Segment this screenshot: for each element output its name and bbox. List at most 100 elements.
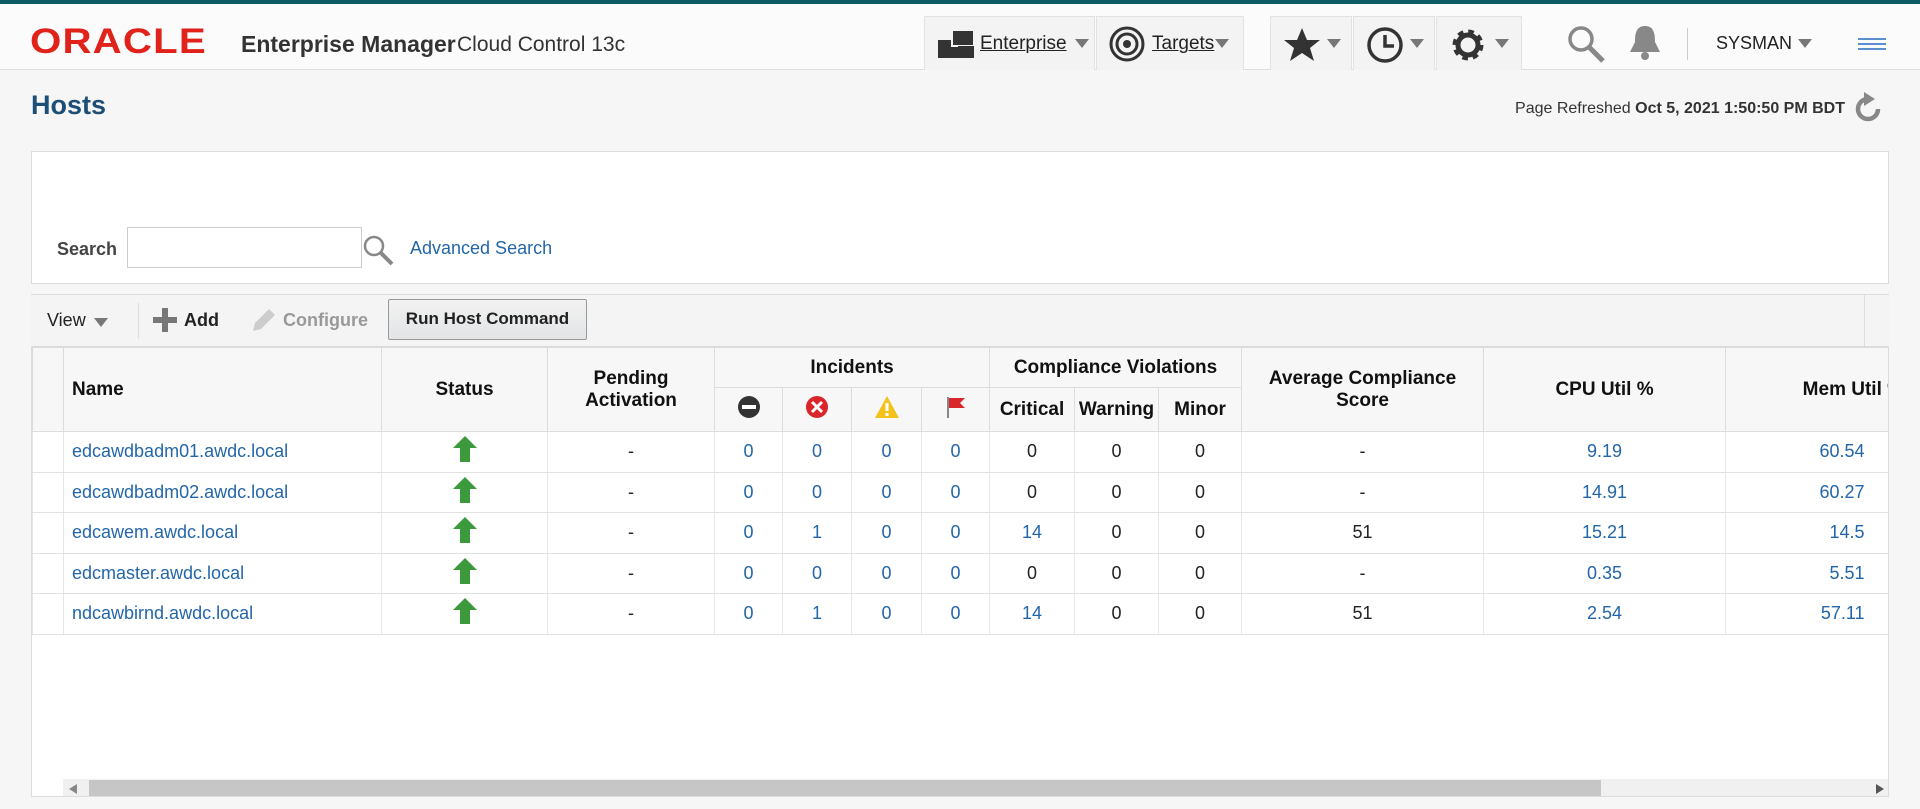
caret <box>94 318 108 327</box>
status-cell <box>381 593 548 635</box>
column-header[interactable]: Average Compliance Score <box>1241 347 1485 432</box>
refresh-icon[interactable] <box>1851 92 1885 126</box>
incident-count[interactable]: 0 <box>851 431 922 473</box>
incident-count[interactable]: 1 <box>782 512 852 554</box>
incident-count[interactable]: 0 <box>714 553 783 594</box>
caret <box>1327 39 1341 48</box>
incident-count[interactable]: 0 <box>920 431 990 473</box>
status-cell <box>381 472 548 513</box>
column-header[interactable]: Warning <box>1074 387 1160 432</box>
scroll-right[interactable] <box>1876 784 1884 794</box>
page-title: Hosts <box>31 90 107 120</box>
host-name[interactable]: ndcawbirnd.awdc.local <box>63 593 382 635</box>
status-cell <box>381 431 548 473</box>
clock-icon <box>1367 27 1403 63</box>
incident-count[interactable]: 0 <box>782 431 852 473</box>
incident-count[interactable]: 0 <box>714 431 783 473</box>
scroll-left[interactable] <box>69 784 77 794</box>
search-panel: Search Advanced Search <box>31 151 1889 284</box>
advanced-search-link[interactable]: Advanced Search <box>410 238 553 258</box>
history-menu[interactable] <box>1353 16 1435 70</box>
host-name[interactable]: edcmaster.awdc.local <box>63 553 382 594</box>
mem-util[interactable]: 5.51 <box>1725 553 1888 594</box>
compliance-score: - <box>1241 553 1484 594</box>
configure-button[interactable]: Configure <box>283 310 368 330</box>
enterprise-menu[interactable]: Enterprise <box>924 16 1095 70</box>
compliance-score: 51 <box>1241 593 1484 635</box>
column-header[interactable]: Name <box>63 347 382 432</box>
warning-violations: 0 <box>1074 431 1159 473</box>
table: Name Status Pending Activation Incidents… <box>32 347 1888 635</box>
column-header[interactable]: Status <box>381 347 548 432</box>
configure-icon <box>253 309 275 331</box>
cpu-util[interactable]: 9.19 <box>1483 431 1726 473</box>
critical-violations[interactable]: 14 <box>989 593 1075 635</box>
global-search-icon[interactable] <box>1566 24 1606 64</box>
table-row: ndcawbirnd.awdc.local -0 1 0 0 14 0 0 51 2.54 57.1… <box>32 593 1888 635</box>
separator <box>1864 295 1865 347</box>
incident-count[interactable]: 1 <box>782 593 852 635</box>
notifications-icon[interactable] <box>1627 24 1663 62</box>
critical-violations[interactable]: 14 <box>989 512 1075 554</box>
pending-activation: - <box>547 512 715 554</box>
user-menu[interactable]: SYSMAN <box>1716 33 1793 53</box>
row-selector <box>32 593 64 635</box>
incident-count[interactable]: 0 <box>782 472 852 513</box>
mem-util[interactable]: 14.5 <box>1725 512 1888 554</box>
status-up-icon <box>452 598 477 625</box>
mem-util[interactable]: 57.11 <box>1725 593 1888 635</box>
column-header[interactable]: Critical <box>989 387 1076 432</box>
run-host-command-button[interactable]: Run Host Command <box>388 299 587 340</box>
warning-violations: 0 <box>1074 472 1159 513</box>
refresh-info: Page Refreshed Oct 5, 2021 1:50:50 PM BD… <box>1515 100 1845 118</box>
incident-count[interactable]: 0 <box>920 472 990 513</box>
targets-menu[interactable]: Targets <box>1096 16 1244 70</box>
incident-count[interactable]: 0 <box>851 472 922 513</box>
pending-activation: - <box>547 553 715 594</box>
column-header[interactable]: Minor <box>1158 387 1243 432</box>
cpu-util[interactable]: 14.91 <box>1483 472 1726 513</box>
mem-util[interactable]: 60.54 <box>1725 431 1888 473</box>
group-header: Compliance Violations <box>989 347 1243 388</box>
favorites-menu[interactable] <box>1270 16 1352 70</box>
refresh-label: Page Refreshed <box>1515 100 1631 117</box>
star-icon <box>1284 28 1320 61</box>
view-menu[interactable]: View <box>47 310 86 330</box>
cpu-util[interactable]: 2.54 <box>1483 593 1726 635</box>
incident-count[interactable]: 0 <box>782 553 852 594</box>
incident-count[interactable]: 0 <box>851 512 922 554</box>
incident-count[interactable]: 0 <box>851 593 922 635</box>
host-name[interactable]: edcawem.awdc.local <box>63 512 382 554</box>
incident-count[interactable]: 0 <box>920 512 990 554</box>
incident-count[interactable]: 0 <box>851 553 922 594</box>
incident-count[interactable]: 0 <box>920 593 990 635</box>
status-up-icon <box>452 517 477 544</box>
scrollbar[interactable] <box>63 779 1888 796</box>
nav-label: Targets <box>1152 33 1215 54</box>
table-row: edcmaster.awdc.local -0 0 0 0 0 0 0-0.35 5.51 <box>32 553 1888 594</box>
column-header[interactable]: CPU Util % <box>1483 347 1727 432</box>
search-icon[interactable] <box>362 234 394 266</box>
incident-count[interactable]: 0 <box>714 472 783 513</box>
setup-menu[interactable] <box>1436 16 1522 70</box>
host-name[interactable]: edcawdbadm02.awdc.local <box>63 472 382 513</box>
table-row: edcawem.awdc.local -0 1 0 0 14 0 0 51 15.21 14.5 <box>32 512 1888 554</box>
refresh-time: Oct 5, 2021 1:50:50 PM BDT <box>1635 100 1845 117</box>
separator <box>138 303 139 339</box>
cpu-util[interactable]: 15.21 <box>1483 512 1726 554</box>
pending-activation: - <box>547 472 715 513</box>
column-header[interactable]: Mem Util % <box>1725 347 1888 432</box>
scrollbar-thumb[interactable] <box>89 780 1601 796</box>
incident-count[interactable]: 0 <box>714 512 783 554</box>
header-text: Mem Util % <box>1802 378 1888 400</box>
search-input[interactable] <box>127 227 362 268</box>
mem-util[interactable]: 60.27 <box>1725 472 1888 513</box>
host-name[interactable]: edcawdbadm01.awdc.local <box>63 431 382 473</box>
incident-count[interactable]: 0 <box>714 593 783 635</box>
add-button[interactable]: Add <box>184 310 219 330</box>
column-header[interactable]: Pending Activation <box>547 347 715 432</box>
row-selector <box>32 472 64 513</box>
incident-count[interactable]: 0 <box>920 553 990 594</box>
cpu-util[interactable]: 0.35 <box>1483 553 1726 594</box>
menu-icon[interactable] <box>1858 38 1886 50</box>
